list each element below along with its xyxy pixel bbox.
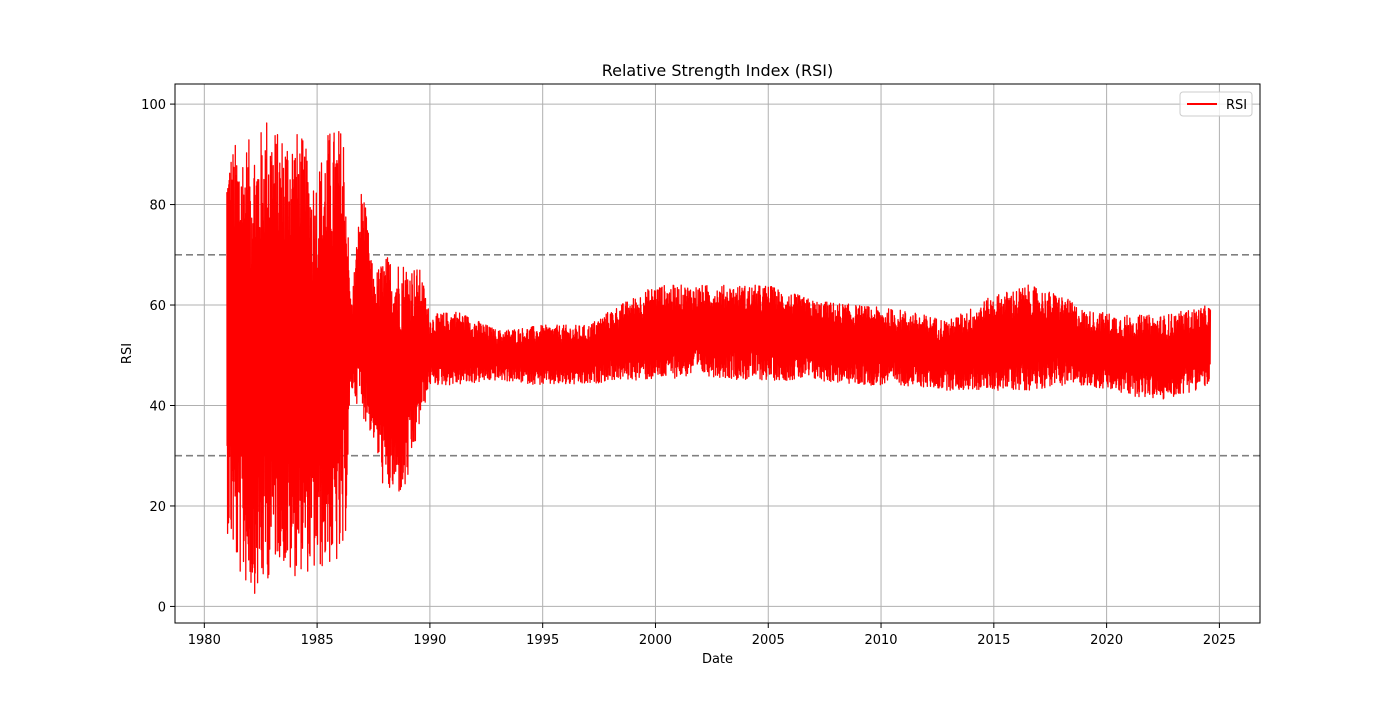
x-tick-label: 2025	[1203, 633, 1236, 648]
x-tick-label: 2000	[639, 633, 672, 648]
rsi-series-line	[226, 122, 1212, 594]
y-tick-label: 20	[149, 500, 166, 515]
y-tick-label: 80	[149, 199, 166, 214]
x-tick-label: 1995	[526, 633, 559, 648]
x-tick-label: 2005	[752, 633, 785, 648]
x-tick-label: 2020	[1090, 633, 1123, 648]
y-tick-label: 100	[141, 98, 166, 113]
y-tick-label: 60	[149, 299, 166, 314]
data-layer	[226, 122, 1212, 594]
plot-frame	[174, 83, 1261, 624]
x-axis-label: Date	[702, 652, 733, 667]
legend-label-rsi: RSI	[1226, 98, 1247, 113]
y-tick-label: 0	[158, 600, 166, 615]
x-tick-label: 1980	[188, 633, 221, 648]
axis-ticks: 1980 1985 1990 1995 2000 2005 2010 2015 2020 2025…	[141, 98, 1236, 648]
x-tick-label: 2010	[864, 633, 897, 648]
chart-title: Relative Strength Index (RSI)	[602, 61, 834, 80]
x-tick-label: 1990	[413, 633, 446, 648]
legend: RSI	[1179, 91, 1253, 117]
y-tick-label: 40	[149, 399, 166, 414]
x-tick-label: 2015	[977, 633, 1010, 648]
x-tick-label: 1985	[301, 633, 334, 648]
reference-lines	[175, 253, 1260, 457]
y-axis-label: RSI	[120, 343, 135, 364]
